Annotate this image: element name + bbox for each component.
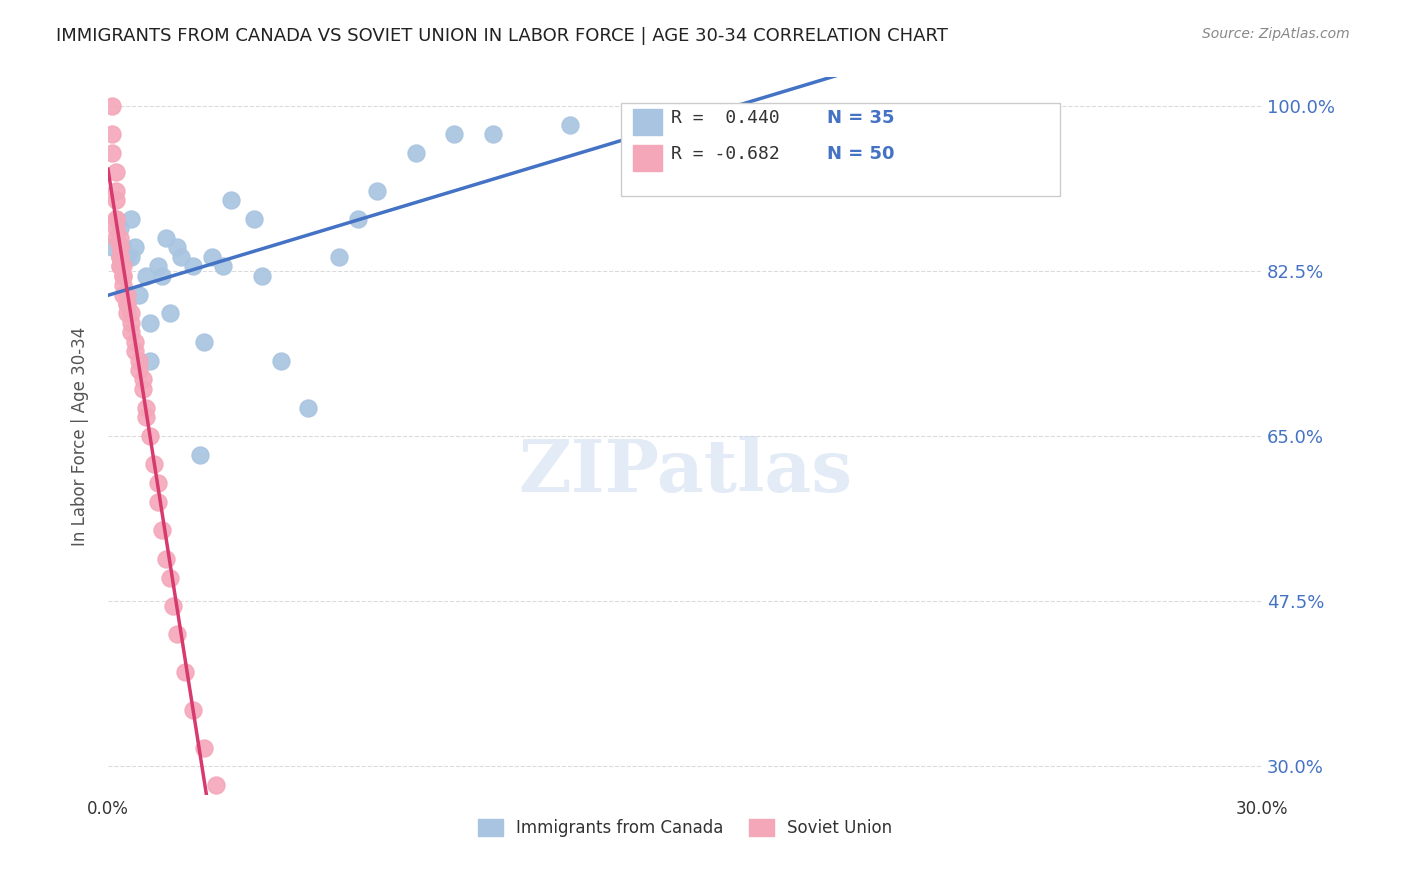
Point <box>120 306 142 320</box>
Point <box>150 268 173 283</box>
Point <box>146 495 169 509</box>
Y-axis label: In Labor Force | Age 30-34: In Labor Force | Age 30-34 <box>72 326 89 546</box>
Point <box>124 334 146 349</box>
Point <box>112 259 135 273</box>
Point <box>204 778 226 792</box>
Point <box>108 259 131 273</box>
FancyBboxPatch shape <box>621 103 1060 195</box>
Point <box>131 382 153 396</box>
Point <box>101 99 124 113</box>
Point <box>131 372 153 386</box>
Point <box>101 240 124 254</box>
Point <box>139 353 162 368</box>
Point <box>139 429 162 443</box>
Text: R = -0.682: R = -0.682 <box>671 145 780 163</box>
Point <box>170 250 193 264</box>
Point <box>181 703 204 717</box>
Point <box>366 184 388 198</box>
Point <box>481 127 503 141</box>
Point <box>193 740 215 755</box>
Point <box>124 344 146 359</box>
Point <box>155 231 177 245</box>
Point <box>297 401 319 415</box>
Text: ZIPatlas: ZIPatlas <box>517 436 852 508</box>
Point <box>443 127 465 141</box>
Point <box>201 250 224 264</box>
Point <box>104 212 127 227</box>
Point <box>108 231 131 245</box>
Point <box>150 524 173 538</box>
Point <box>155 551 177 566</box>
Point <box>112 240 135 254</box>
Point <box>181 259 204 273</box>
Point <box>166 627 188 641</box>
Point <box>112 287 135 301</box>
FancyBboxPatch shape <box>633 145 662 170</box>
Legend: Immigrants from Canada, Soviet Union: Immigrants from Canada, Soviet Union <box>471 813 898 844</box>
Point <box>115 250 138 264</box>
Point <box>108 240 131 254</box>
Point <box>270 353 292 368</box>
Point <box>104 193 127 207</box>
Point <box>115 297 138 311</box>
Point <box>101 145 124 160</box>
Point <box>112 268 135 283</box>
Text: N = 50: N = 50 <box>827 145 894 163</box>
Point <box>108 250 131 264</box>
Point <box>328 250 350 264</box>
Point <box>120 316 142 330</box>
Text: R =  0.440: R = 0.440 <box>671 110 780 128</box>
Point <box>120 250 142 264</box>
Point <box>558 118 581 132</box>
FancyBboxPatch shape <box>633 109 662 135</box>
Point <box>128 287 150 301</box>
Point <box>104 184 127 198</box>
Point <box>143 458 166 472</box>
Point <box>108 250 131 264</box>
Point <box>347 212 370 227</box>
Point <box>128 363 150 377</box>
Point <box>120 212 142 227</box>
Point <box>115 306 138 320</box>
Point <box>162 599 184 613</box>
Point <box>188 448 211 462</box>
Point <box>108 259 131 273</box>
Point <box>108 221 131 235</box>
Point <box>135 401 157 415</box>
Text: IMMIGRANTS FROM CANADA VS SOVIET UNION IN LABOR FORCE | AGE 30-34 CORRELATION CH: IMMIGRANTS FROM CANADA VS SOVIET UNION I… <box>56 27 948 45</box>
Point <box>166 240 188 254</box>
Point <box>112 268 135 283</box>
Point <box>146 259 169 273</box>
Point <box>115 297 138 311</box>
Point <box>212 259 235 273</box>
Text: N = 35: N = 35 <box>827 110 894 128</box>
Point <box>112 278 135 293</box>
Point <box>108 240 131 254</box>
Point <box>124 240 146 254</box>
Point <box>115 287 138 301</box>
Point <box>146 476 169 491</box>
Point <box>104 221 127 235</box>
Point <box>243 212 266 227</box>
Point <box>108 250 131 264</box>
Point <box>104 165 127 179</box>
Point <box>104 231 127 245</box>
Point <box>159 306 181 320</box>
Point <box>250 268 273 283</box>
Point <box>135 410 157 425</box>
Text: Source: ZipAtlas.com: Source: ZipAtlas.com <box>1202 27 1350 41</box>
Point <box>101 127 124 141</box>
Point <box>104 212 127 227</box>
Point <box>405 145 427 160</box>
Point <box>193 334 215 349</box>
Point <box>174 665 197 679</box>
Point <box>135 268 157 283</box>
Point <box>128 353 150 368</box>
Point <box>120 325 142 339</box>
Point <box>219 193 242 207</box>
Point <box>159 571 181 585</box>
Point <box>139 316 162 330</box>
